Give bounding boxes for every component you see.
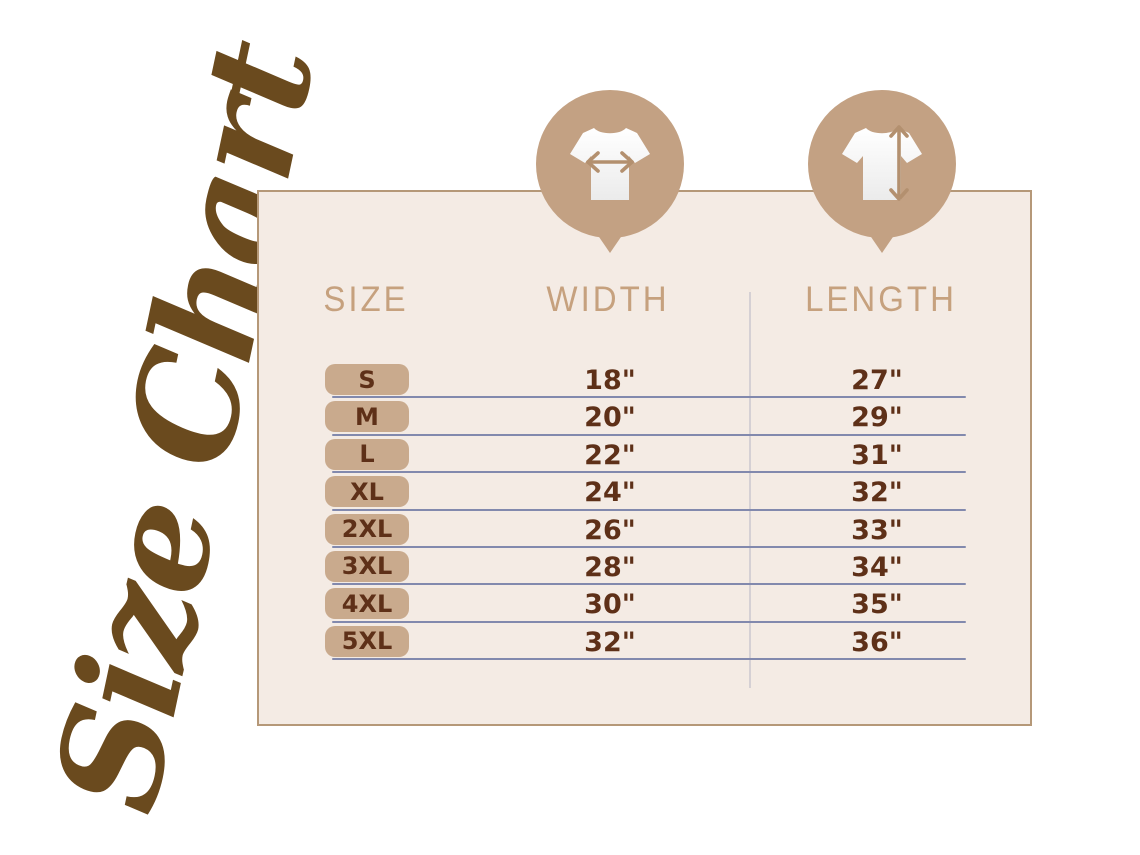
row-underline (332, 508, 966, 511)
row-underline (332, 583, 966, 586)
width-measure-pin (536, 90, 684, 238)
column-header-size: SIZE (323, 278, 409, 319)
row-underline (332, 620, 966, 623)
tshirt-length-arrow-icon (842, 125, 922, 201)
length-value: 27" (851, 365, 903, 396)
table-row: 4XL 30" 35" (325, 585, 966, 623)
table-row: 2XL 26" 33" (325, 511, 966, 548)
length-value: 31" (851, 439, 903, 471)
width-value: 24" (584, 477, 636, 509)
length-measure-pin (808, 90, 956, 238)
table-row: XL 24" 32" (325, 473, 966, 511)
width-value: 30" (584, 589, 636, 621)
column-header-width: WIDTH (546, 278, 670, 319)
size-pill: S (325, 364, 409, 395)
tshirt-width-arrow-icon (570, 128, 650, 200)
column-header-length: LENGTH (805, 278, 957, 319)
size-pill: L (325, 438, 409, 470)
length-value: 35" (851, 589, 903, 621)
size-pill: XL (325, 476, 409, 508)
width-value: 28" (584, 551, 636, 583)
size-pill: 2XL (325, 513, 409, 545)
width-value: 26" (584, 514, 636, 546)
table-row: 3XL 28" 34" (325, 548, 966, 586)
size-table: S 18" 27" M 20" 29" L 22" 31" XL 24" 32"… (325, 361, 966, 661)
row-underline (332, 396, 966, 399)
table-row: L 22" 31" (325, 436, 966, 474)
length-value: 32" (851, 477, 903, 509)
column-divider (749, 292, 751, 688)
length-value: 29" (851, 402, 903, 434)
row-underline (332, 545, 966, 548)
table-row: 5XL 32" 36" (325, 623, 966, 661)
width-value: 22" (584, 439, 636, 471)
length-value: 36" (851, 626, 903, 658)
size-pill: 5XL (325, 625, 409, 657)
row-underline (332, 471, 966, 474)
size-pill: M (325, 401, 409, 433)
size-pill: 4XL (325, 588, 409, 620)
row-underline (332, 433, 966, 436)
width-value: 32" (584, 626, 636, 658)
row-underline (332, 658, 966, 661)
length-value: 34" (851, 551, 903, 583)
table-row: M 20" 29" (325, 398, 966, 436)
width-value: 20" (584, 402, 636, 434)
size-pill: 3XL (325, 550, 409, 582)
width-value: 18" (584, 365, 636, 396)
table-row: S 18" 27" (325, 361, 966, 399)
length-value: 33" (851, 514, 903, 546)
